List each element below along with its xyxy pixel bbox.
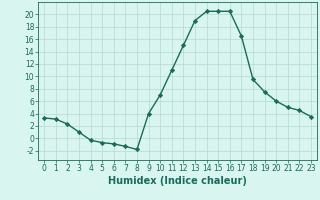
X-axis label: Humidex (Indice chaleur): Humidex (Indice chaleur) — [108, 176, 247, 186]
